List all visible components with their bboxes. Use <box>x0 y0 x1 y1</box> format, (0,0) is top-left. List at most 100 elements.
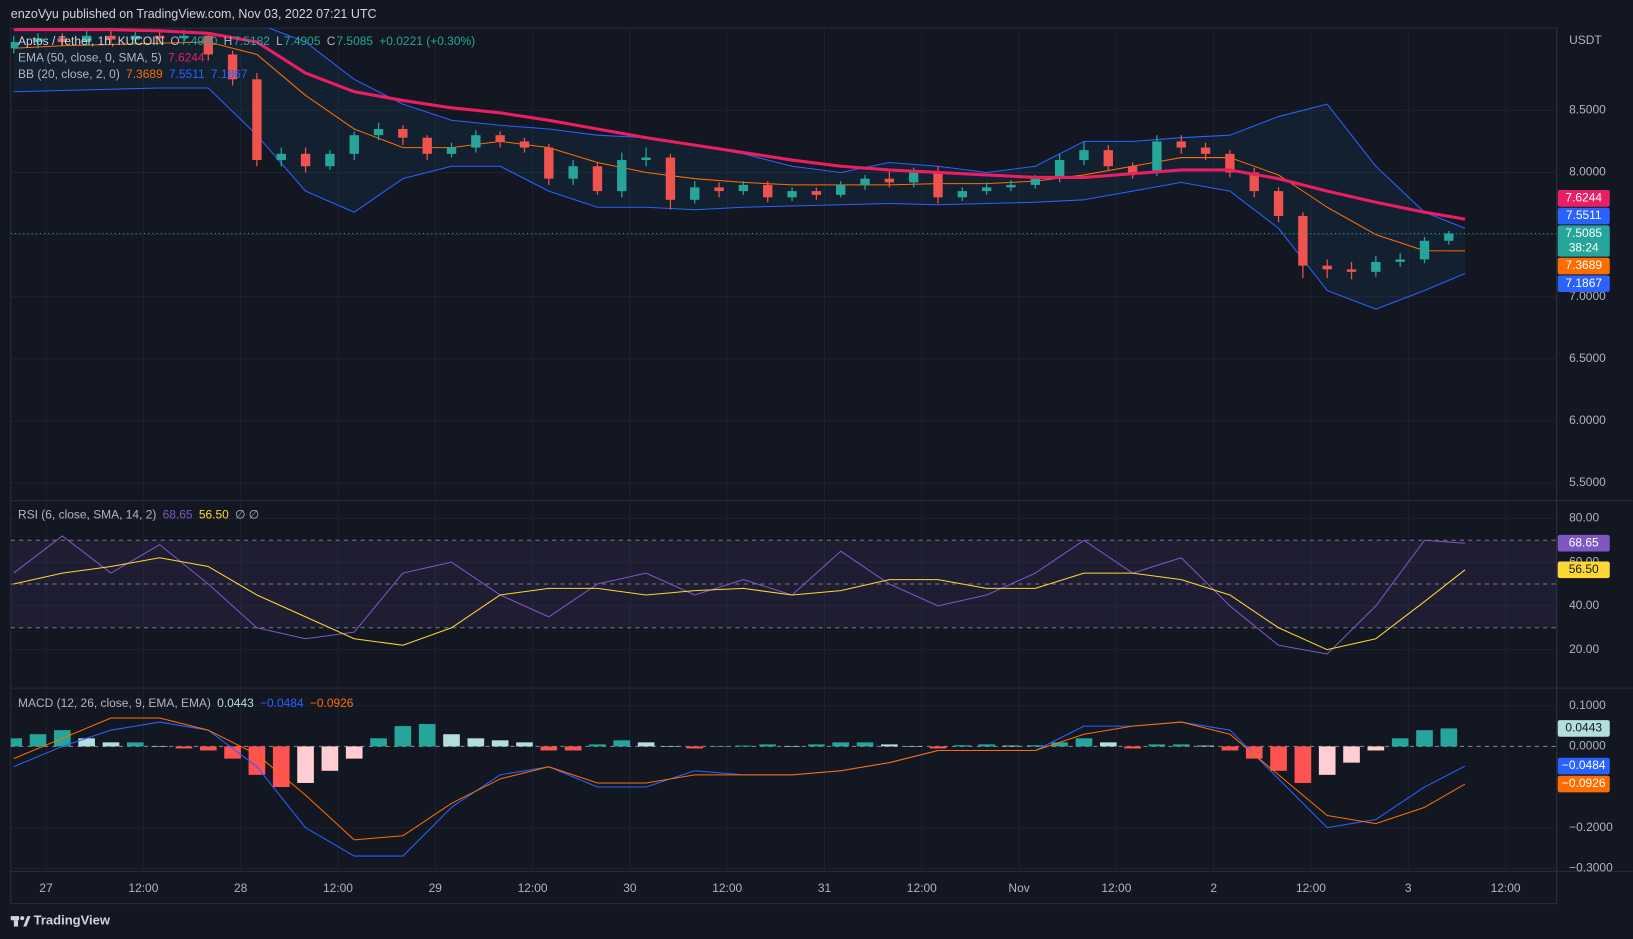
x-tick-label: 31 <box>818 881 832 895</box>
candle-body <box>81 35 92 43</box>
histogram-bar <box>151 746 168 747</box>
price-badge <box>1557 225 1610 257</box>
candle-body <box>1322 265 1332 270</box>
candle-body <box>1152 141 1162 173</box>
histogram-bar <box>1343 746 1360 763</box>
histogram-bar <box>1294 746 1312 783</box>
histogram-bar <box>1124 746 1141 749</box>
price-badge <box>1557 775 1610 793</box>
candle-body <box>1273 191 1284 216</box>
price-badge <box>1557 207 1610 225</box>
histogram-bar <box>1075 738 1093 747</box>
candle-body <box>1079 150 1089 161</box>
indicator-value: 68.65 <box>163 507 193 521</box>
line <box>13 717 1466 841</box>
candle-body <box>787 191 797 198</box>
x-tick-label: 12:00 <box>323 881 353 895</box>
logo-shape <box>13 920 19 927</box>
candle-body <box>349 135 359 154</box>
histogram-bar <box>370 738 387 747</box>
y-tick-label: −0.3000 <box>1569 860 1613 874</box>
bb-fill <box>13 28 1466 310</box>
histogram-bar <box>1197 745 1214 747</box>
histogram-bar <box>613 740 631 747</box>
ohlc-key: O <box>170 34 179 48</box>
price-badge <box>1557 257 1610 275</box>
candle-body <box>738 184 749 192</box>
histogram-bar <box>589 744 606 747</box>
histogram-bar <box>10 738 22 747</box>
histogram-bar <box>1026 745 1044 747</box>
countdown: 38:24 <box>1569 240 1599 254</box>
candle-body <box>665 157 676 200</box>
candle-body <box>714 187 724 192</box>
ohlc-value: 7.5085 <box>336 34 373 48</box>
candle-body <box>276 153 286 161</box>
x-tick-label: 30 <box>623 881 637 895</box>
candle-body <box>690 187 700 200</box>
indicator-legend: MACD (12, 26, close, 9, EMA, EMA) <box>18 696 211 710</box>
candle-body <box>471 135 481 148</box>
candle-body <box>1200 147 1211 154</box>
candle-body <box>154 35 165 39</box>
candle-body <box>884 178 895 183</box>
candle-body <box>33 38 43 43</box>
currency: USDT <box>1569 33 1602 47</box>
logo <box>10 916 31 927</box>
indicator-value: 7.1867 <box>211 67 248 81</box>
logo-shape <box>23 916 31 927</box>
x-tick-label: 12:00 <box>518 881 548 895</box>
histogram-bar <box>978 744 995 747</box>
y-tick-label: 6.5000 <box>1569 351 1606 365</box>
change: +0.0221 (+0.30%) <box>379 34 475 48</box>
candle-body <box>179 35 189 39</box>
badge-label: −0.0926 <box>1562 776 1606 790</box>
histogram-bar <box>297 746 314 783</box>
candle-body <box>1298 215 1308 266</box>
y-tick-label: 0.1000 <box>1569 698 1606 712</box>
histogram-bar <box>1367 746 1385 751</box>
candle-body <box>1030 178 1040 185</box>
line <box>13 557 1466 651</box>
indicator-legend: RSI (6, close, SMA, 14, 2) <box>18 507 156 521</box>
candle-body <box>933 172 943 198</box>
badge-label: 7.5511 <box>1566 208 1602 222</box>
candle-body <box>10 42 19 49</box>
histogram-bar <box>443 734 460 747</box>
ohlc-key: C <box>327 34 336 48</box>
x-tick-label: 27 <box>39 881 53 895</box>
histogram-bar <box>1148 744 1166 747</box>
ohlc-key: H <box>224 34 233 48</box>
indicator-value: 56.50 <box>199 507 229 521</box>
ohlc-value: 7.4960 <box>181 34 218 48</box>
histogram-bar <box>783 746 801 747</box>
candle-body <box>1371 261 1381 272</box>
price-badge <box>1557 190 1610 207</box>
histogram-bar <box>808 744 825 747</box>
indicator-value: 7.3689 <box>126 67 163 81</box>
histogram-bar <box>662 746 679 747</box>
badge-label: 56.50 <box>1569 562 1599 576</box>
line <box>13 28 1466 221</box>
candle-body <box>1176 141 1186 148</box>
histogram-bar <box>29 734 47 747</box>
histogram-bar <box>102 742 120 747</box>
ohlc-value: 7.4905 <box>284 34 321 48</box>
candle-body <box>1249 172 1259 192</box>
x-tick-label: 28 <box>234 881 248 895</box>
price-badge <box>1557 534 1610 552</box>
candle-body <box>203 35 213 55</box>
histogram-bar <box>1051 742 1068 747</box>
histogram-bar <box>637 742 655 747</box>
brand: TradingView <box>34 913 111 928</box>
histogram-bar <box>321 746 339 771</box>
candle-body <box>398 128 408 138</box>
y-tick-label: 7.0000 <box>1569 289 1606 303</box>
price-badge <box>1557 757 1610 775</box>
y-tick-label: 0.0000 <box>1569 739 1606 753</box>
histogram-bar <box>540 746 558 751</box>
indicator-value: 7.5511 <box>169 67 205 81</box>
histogram-bar <box>1391 738 1409 747</box>
logo-shape <box>20 916 25 921</box>
